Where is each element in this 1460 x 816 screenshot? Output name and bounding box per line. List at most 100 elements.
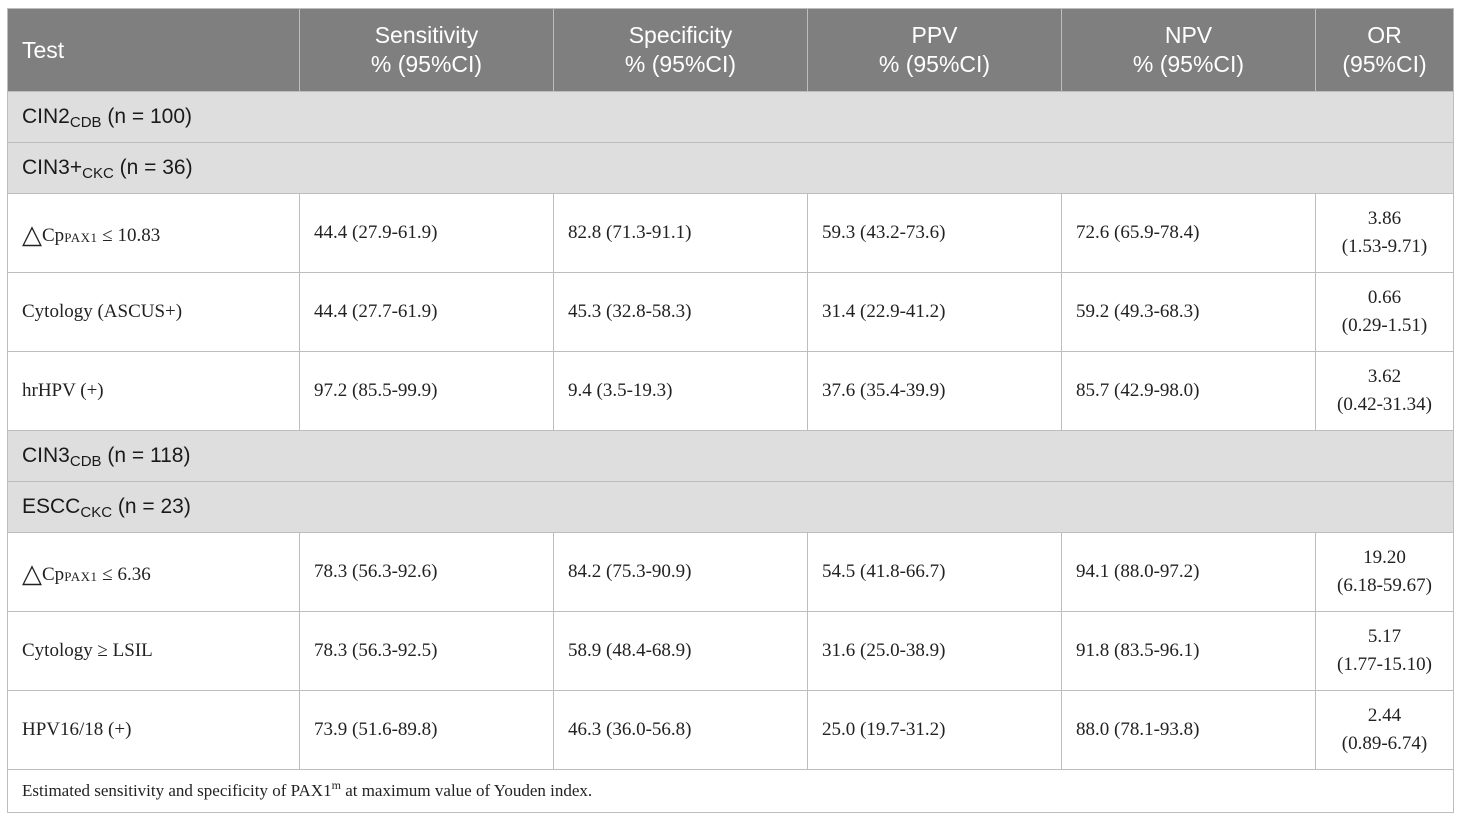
- table-row: Cytology ≥ LSIL 78.3 (56.3-92.5) 58.9 (4…: [7, 611, 1454, 691]
- or-cell: 5.17 (1.77-15.10): [1315, 611, 1454, 691]
- table-row: Cytology (ASCUS+) 44.4 (27.7-61.9) 45.3 …: [7, 272, 1454, 352]
- sensitivity-cell: 78.3 (56.3-92.5): [299, 611, 554, 691]
- test-cell: Cytology ≥ LSIL: [7, 611, 300, 691]
- or-ci: (0.89-6.74): [1341, 733, 1428, 754]
- group-label: CIN3+CKC (n = 36): [7, 142, 1454, 194]
- or-value: 2.44: [1367, 705, 1402, 726]
- test-threshold: ≤ 6.36: [97, 563, 151, 585]
- header-specificity: Specificity % (95%CI): [553, 8, 808, 92]
- or-ci: (6.18-59.67): [1337, 575, 1432, 596]
- sensitivity-cell: 78.3 (56.3-92.6): [299, 532, 554, 612]
- ppv-cell: 54.5 (41.8-66.7): [807, 532, 1062, 612]
- test-sub: PAX1: [64, 229, 98, 245]
- header-sensitivity-title: Sensitivity: [374, 22, 479, 48]
- group-sub: CKC: [80, 504, 113, 521]
- header-npv-unit: % (95%CI): [1132, 51, 1245, 77]
- test-cell: hrHPV (+): [7, 351, 300, 431]
- footnote-row: Estimated sensitivity and specificity of…: [7, 769, 1454, 813]
- test-threshold: ≤ 10.83: [97, 224, 161, 246]
- npv-cell: 94.1 (88.0-97.2): [1061, 532, 1316, 612]
- header-row: Test Sensitivity % (95%CI) Specificity %…: [7, 8, 1454, 92]
- or-ci: (1.53-9.71): [1341, 236, 1428, 257]
- or-value: 3.86: [1367, 208, 1402, 229]
- group-count: (n = 100): [101, 105, 193, 128]
- sensitivity-cell: 97.2 (85.5-99.9): [299, 351, 554, 431]
- footnote-superscript: m: [331, 778, 341, 792]
- or-cell: 0.66 (0.29-1.51): [1315, 272, 1454, 352]
- table-row: △CpPAX1 ≤ 6.36 78.3 (56.3-92.6) 84.2 (75…: [7, 532, 1454, 612]
- or-ci: (0.29-1.51): [1341, 315, 1428, 336]
- group-count: (n = 23): [112, 495, 191, 518]
- or-cell: 19.20 (6.18-59.67): [1315, 532, 1454, 612]
- npv-cell: 91.8 (83.5-96.1): [1061, 611, 1316, 691]
- specificity-cell: 58.9 (48.4-68.9): [553, 611, 808, 691]
- footnote-text: Estimated sensitivity and specificity of…: [22, 781, 332, 800]
- group-row-cin3plus: CIN3+CKC (n = 36): [7, 142, 1454, 194]
- ppv-cell: 37.6 (35.4-39.9): [807, 351, 1062, 431]
- group-main: CIN3: [22, 444, 70, 467]
- group-label: CIN3CDB (n = 118): [7, 430, 1454, 482]
- delta-icon: △: [22, 219, 42, 249]
- or-value: 0.66: [1367, 287, 1402, 308]
- or-cell: 3.86 (1.53-9.71): [1315, 193, 1454, 273]
- ppv-cell: 25.0 (19.7-31.2): [807, 690, 1062, 770]
- ppv-cell: 31.6 (25.0-38.9): [807, 611, 1062, 691]
- group-main: CIN2: [22, 105, 70, 128]
- table-row: △CpPAX1 ≤ 10.83 44.4 (27.9-61.9) 82.8 (7…: [7, 193, 1454, 273]
- group-sub: CDB: [69, 114, 102, 131]
- header-or: OR (95%CI): [1315, 8, 1454, 92]
- npv-cell: 72.6 (65.9-78.4): [1061, 193, 1316, 273]
- footnote-text-end: at maximum value of Youden index.: [340, 781, 593, 800]
- group-count: (n = 118): [101, 444, 191, 467]
- specificity-cell: 46.3 (36.0-56.8): [553, 690, 808, 770]
- test-cell: HPV16/18 (+): [7, 690, 300, 770]
- header-npv: NPV % (95%CI): [1061, 8, 1316, 92]
- test-main: Cp: [42, 563, 65, 585]
- specificity-cell: 84.2 (75.3-90.9): [553, 532, 808, 612]
- npv-cell: 85.7 (42.9-98.0): [1061, 351, 1316, 431]
- header-specificity-unit: % (95%CI): [624, 51, 737, 77]
- group-label: ESCCCKC (n = 23): [7, 481, 1454, 533]
- group-row-cin3: CIN3CDB (n = 118): [7, 430, 1454, 482]
- delta-icon: △: [22, 558, 42, 588]
- specificity-cell: 82.8 (71.3-91.1): [553, 193, 808, 273]
- results-table: Test Sensitivity % (95%CI) Specificity %…: [7, 8, 1454, 813]
- group-main: ESCC: [22, 495, 81, 518]
- sensitivity-cell: 73.9 (51.6-89.8): [299, 690, 554, 770]
- header-or-unit: (95%CI): [1342, 51, 1427, 77]
- or-value: 5.17: [1367, 626, 1402, 647]
- npv-cell: 59.2 (49.3-68.3): [1061, 272, 1316, 352]
- footnote: Estimated sensitivity and specificity of…: [7, 769, 1454, 813]
- specificity-cell: 9.4 (3.5-19.3): [553, 351, 808, 431]
- header-test: Test: [7, 8, 300, 92]
- table-row: HPV16/18 (+) 73.9 (51.6-89.8) 46.3 (36.0…: [7, 690, 1454, 770]
- or-ci: (0.42-31.34): [1337, 394, 1432, 415]
- test-cell: △CpPAX1 ≤ 6.36: [7, 532, 300, 612]
- sensitivity-cell: 44.4 (27.9-61.9): [299, 193, 554, 273]
- header-ppv-title: PPV: [911, 22, 958, 48]
- or-cell: 3.62 (0.42-31.34): [1315, 351, 1454, 431]
- specificity-cell: 45.3 (32.8-58.3): [553, 272, 808, 352]
- or-cell: 2.44 (0.89-6.74): [1315, 690, 1454, 770]
- table-row: hrHPV (+) 97.2 (85.5-99.9) 9.4 (3.5-19.3…: [7, 351, 1454, 431]
- group-count: (n = 36): [113, 156, 193, 179]
- header-ppv-unit: % (95%CI): [878, 51, 991, 77]
- group-row-escc: ESCCCKC (n = 23): [7, 481, 1454, 533]
- header-sensitivity-unit: % (95%CI): [370, 51, 483, 77]
- npv-cell: 88.0 (78.1-93.8): [1061, 690, 1316, 770]
- header-npv-title: NPV: [1164, 22, 1213, 48]
- or-ci: (1.77-15.10): [1337, 654, 1432, 675]
- test-cell: △CpPAX1 ≤ 10.83: [7, 193, 300, 273]
- group-main: CIN3+: [22, 156, 83, 179]
- or-value: 19.20: [1363, 547, 1406, 568]
- header-ppv: PPV % (95%CI): [807, 8, 1062, 92]
- test-cell: Cytology (ASCUS+): [7, 272, 300, 352]
- test-sub: PAX1: [64, 568, 98, 584]
- header-or-title: OR: [1367, 22, 1402, 48]
- group-sub: CDB: [69, 453, 102, 470]
- header-specificity-title: Specificity: [628, 22, 733, 48]
- group-sub: CKC: [82, 165, 114, 182]
- header-sensitivity: Sensitivity % (95%CI): [299, 8, 554, 92]
- or-value: 3.62: [1367, 366, 1402, 387]
- sensitivity-cell: 44.4 (27.7-61.9): [299, 272, 554, 352]
